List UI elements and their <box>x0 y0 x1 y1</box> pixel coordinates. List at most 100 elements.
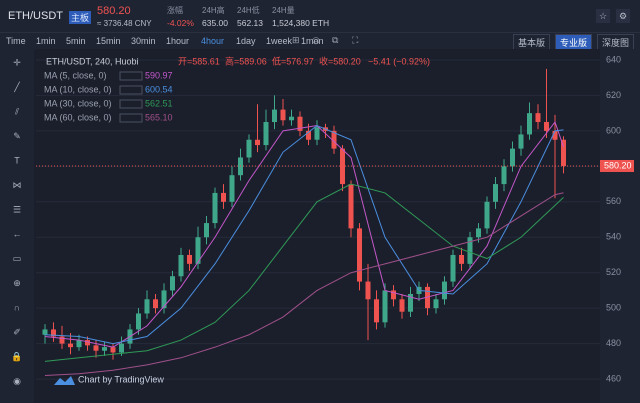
tool-icon[interactable]: ⊞ <box>292 35 300 45</box>
ohlc-label: 低=576.97 <box>272 55 314 66</box>
drawing-tool[interactable]: ╱ <box>13 81 20 93</box>
interval-button[interactable]: 1day <box>236 36 256 46</box>
candle-body <box>467 237 473 264</box>
tool-icon[interactable]: ⧉ <box>332 35 339 45</box>
settings-button[interactable]: ⚙ <box>616 9 630 23</box>
candle-body <box>51 329 56 337</box>
drawing-tool[interactable]: ⋈ <box>13 180 22 190</box>
ma-name: MA (30, close, 0) <box>44 98 112 108</box>
tool-icon[interactable]: ◎ <box>312 35 320 45</box>
ma-name: MA (10, close, 0) <box>44 84 112 94</box>
candle-body <box>263 122 269 146</box>
header: ETH/USDT 主板 580.20 ≈ 3736.48 CNY ☆ ⚙ 涨幅 -… <box>0 0 640 32</box>
pair[interactable]: ETH/USDT <box>8 10 63 22</box>
interval-button[interactable]: 5min <box>66 36 86 46</box>
candle-body <box>484 201 490 229</box>
candle-body <box>518 134 524 149</box>
drawing-tool[interactable]: ◉ <box>13 376 21 386</box>
drawing-tool[interactable]: ☰ <box>13 204 21 214</box>
candle-body <box>493 184 498 202</box>
y-tick-label: 620 <box>606 90 621 100</box>
ma-name: MA (60, close, 0) <box>44 112 112 122</box>
interval-button[interactable]: 15min <box>96 36 121 46</box>
ohlc-label: 收=580.20 <box>319 55 361 66</box>
ohlc-label: 高=589.06 <box>225 55 267 66</box>
candle-body <box>476 228 481 238</box>
y-tick-label: 520 <box>606 267 621 277</box>
left-toolbar <box>0 49 34 403</box>
drawing-tool[interactable]: ✛ <box>13 57 21 67</box>
drawing-tool[interactable]: ⫽ <box>14 106 19 116</box>
tool-icon[interactable]: ⛶ <box>352 35 359 45</box>
ma-value: 600.54 <box>145 84 173 94</box>
candle-body <box>374 299 379 323</box>
star-button[interactable]: ☆ <box>596 9 610 23</box>
drawing-tool[interactable]: 🔒 <box>11 351 22 361</box>
candle-body <box>280 109 286 121</box>
stat-label: 24H高 <box>202 6 225 15</box>
interval-button[interactable]: 30min <box>131 36 156 46</box>
candle-body <box>365 281 371 300</box>
price: 580.20 <box>97 5 131 17</box>
watermark: Chart by TradingView <box>78 374 164 384</box>
watermark-logo <box>54 376 75 385</box>
candle-body <box>110 347 116 353</box>
chart-title: ETH/USDT, 240, Huobi <box>46 56 139 66</box>
ma-name: MA (5, close, 0) <box>44 70 107 80</box>
drawing-tool[interactable]: ⊕ <box>13 278 21 288</box>
candle-body <box>399 299 405 312</box>
interval-button[interactable]: 1hour <box>166 36 190 46</box>
candle-body <box>195 237 201 264</box>
candle-body <box>170 276 175 291</box>
interval-button[interactable]: Time <box>6 36 26 46</box>
candle-body <box>144 299 150 314</box>
toolbar: Time 1min 5min 15min 30min 1hour 4hour 1day 1wee… <box>0 32 640 51</box>
ma-controls <box>119 85 143 95</box>
candle-body <box>76 340 82 348</box>
candle-body <box>85 340 90 346</box>
candle-body <box>42 329 48 335</box>
candle-body <box>187 254 192 264</box>
candle-body <box>255 139 260 146</box>
interval-button[interactable]: 4hour <box>201 36 225 46</box>
candle-body <box>212 192 218 224</box>
ohlc-label: 开=585.61 <box>178 56 220 66</box>
candle-body <box>450 254 456 282</box>
candle-body <box>102 347 107 351</box>
candle-body <box>527 113 532 135</box>
drawing-tool[interactable]: ▭ <box>13 253 22 263</box>
candle-body <box>289 116 294 121</box>
candle-body <box>119 343 124 353</box>
drawing-tool[interactable]: ✎ <box>13 131 21 141</box>
y-tick-label: 540 <box>606 232 621 242</box>
candle-body <box>382 290 388 323</box>
interval-button[interactable]: 1min <box>36 36 56 46</box>
last-price-box <box>600 159 634 172</box>
candle-body <box>246 139 252 158</box>
candle-body <box>306 130 311 140</box>
ma-controls <box>119 113 143 123</box>
last-price-label: 580.20 <box>604 160 632 170</box>
interval-button[interactable]: 1week <box>266 36 293 46</box>
badge: 主板 <box>69 11 92 24</box>
ma-line <box>44 183 564 362</box>
y-tick-label: 600 <box>606 125 621 135</box>
ma-value: 562.51 <box>145 98 173 108</box>
drawing-tool[interactable]: ✐ <box>13 327 21 337</box>
candle-body <box>510 148 515 167</box>
drawing-tool[interactable]: ∩ <box>14 302 20 312</box>
drawing-tool[interactable]: ← <box>13 229 22 239</box>
candle-body <box>348 184 354 229</box>
stat-label: 24H低 <box>237 6 260 15</box>
ma-line <box>44 192 564 377</box>
y-tick-label: 480 <box>606 338 621 348</box>
candle-body <box>552 130 558 140</box>
candle-body <box>331 130 337 149</box>
ma-value: 565.10 <box>145 112 173 122</box>
interval-button[interactable]: 1mon <box>301 36 324 46</box>
price-axis <box>600 49 640 403</box>
candle-body <box>297 116 303 131</box>
drawing-tool[interactable]: T <box>14 155 20 165</box>
change-label: −5.41 (−0.92%) <box>368 56 430 66</box>
